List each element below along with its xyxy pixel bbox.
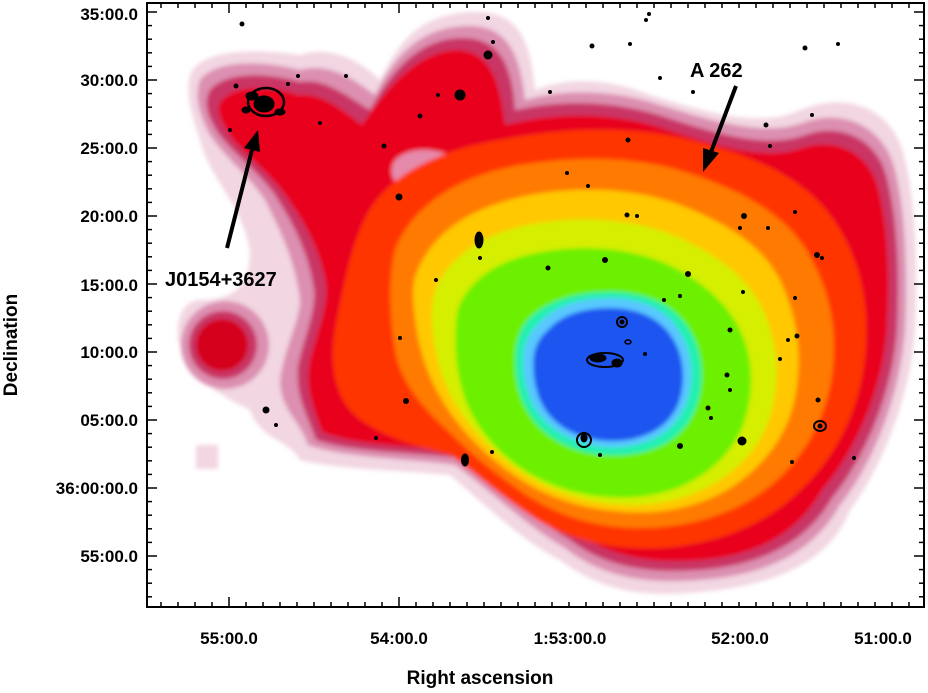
xray-emission-map <box>177 11 917 594</box>
emission-side-blob-peak <box>196 319 248 371</box>
emission-core <box>533 308 684 442</box>
emission-speck <box>196 445 218 469</box>
arrow-shaft <box>709 85 738 153</box>
y-tick-label: 25:00.0 <box>80 139 138 158</box>
y-tick-label: 35:00.0 <box>80 5 138 24</box>
y-tick-label: 36:00:00.0 <box>56 479 138 498</box>
contour-point-sources <box>239 12 856 467</box>
arrow-shaft <box>225 149 254 249</box>
x-tick-label: 54:00.0 <box>370 629 428 648</box>
y-axis: 35:00.0 30:00.0 25:00.0 20:00.0 15:00.0 … <box>1 5 138 566</box>
y-tick-label: 55:00.0 <box>80 547 138 566</box>
annotation-j0154: J0154+3627 <box>165 130 277 291</box>
contour-central-source <box>576 316 632 448</box>
x-tick-label: 1:53:00.0 <box>534 629 607 648</box>
y-tick-label: 05:00.0 <box>80 411 138 430</box>
x-tick-label: 55:00.0 <box>200 629 258 648</box>
annotation-a262: A 262 <box>690 60 743 172</box>
y-axis-title: Declination <box>1 294 22 396</box>
arrow-head <box>703 148 719 172</box>
axis-ticks <box>147 3 924 607</box>
annotation-a262-label: A 262 <box>690 60 743 82</box>
x-tick-label: 52:00.0 <box>711 629 769 648</box>
radio-contours <box>228 12 856 467</box>
x-tick-label: 51:00.0 <box>854 629 912 648</box>
y-tick-label: 15:00.0 <box>80 276 138 295</box>
y-tick-label: 10:00.0 <box>80 343 138 362</box>
x-axis: 55:00.0 54:00.0 1:53:00.0 52:00.0 51:00.… <box>200 629 912 689</box>
contour-j0154 <box>228 74 300 132</box>
annotation-j0154-label: J0154+3627 <box>165 269 277 291</box>
y-tick-label: 20:00.0 <box>80 207 138 226</box>
x-axis-title: Right ascension <box>407 668 554 689</box>
arrow-head <box>244 130 260 152</box>
y-tick-label: 30:00.0 <box>80 71 138 90</box>
